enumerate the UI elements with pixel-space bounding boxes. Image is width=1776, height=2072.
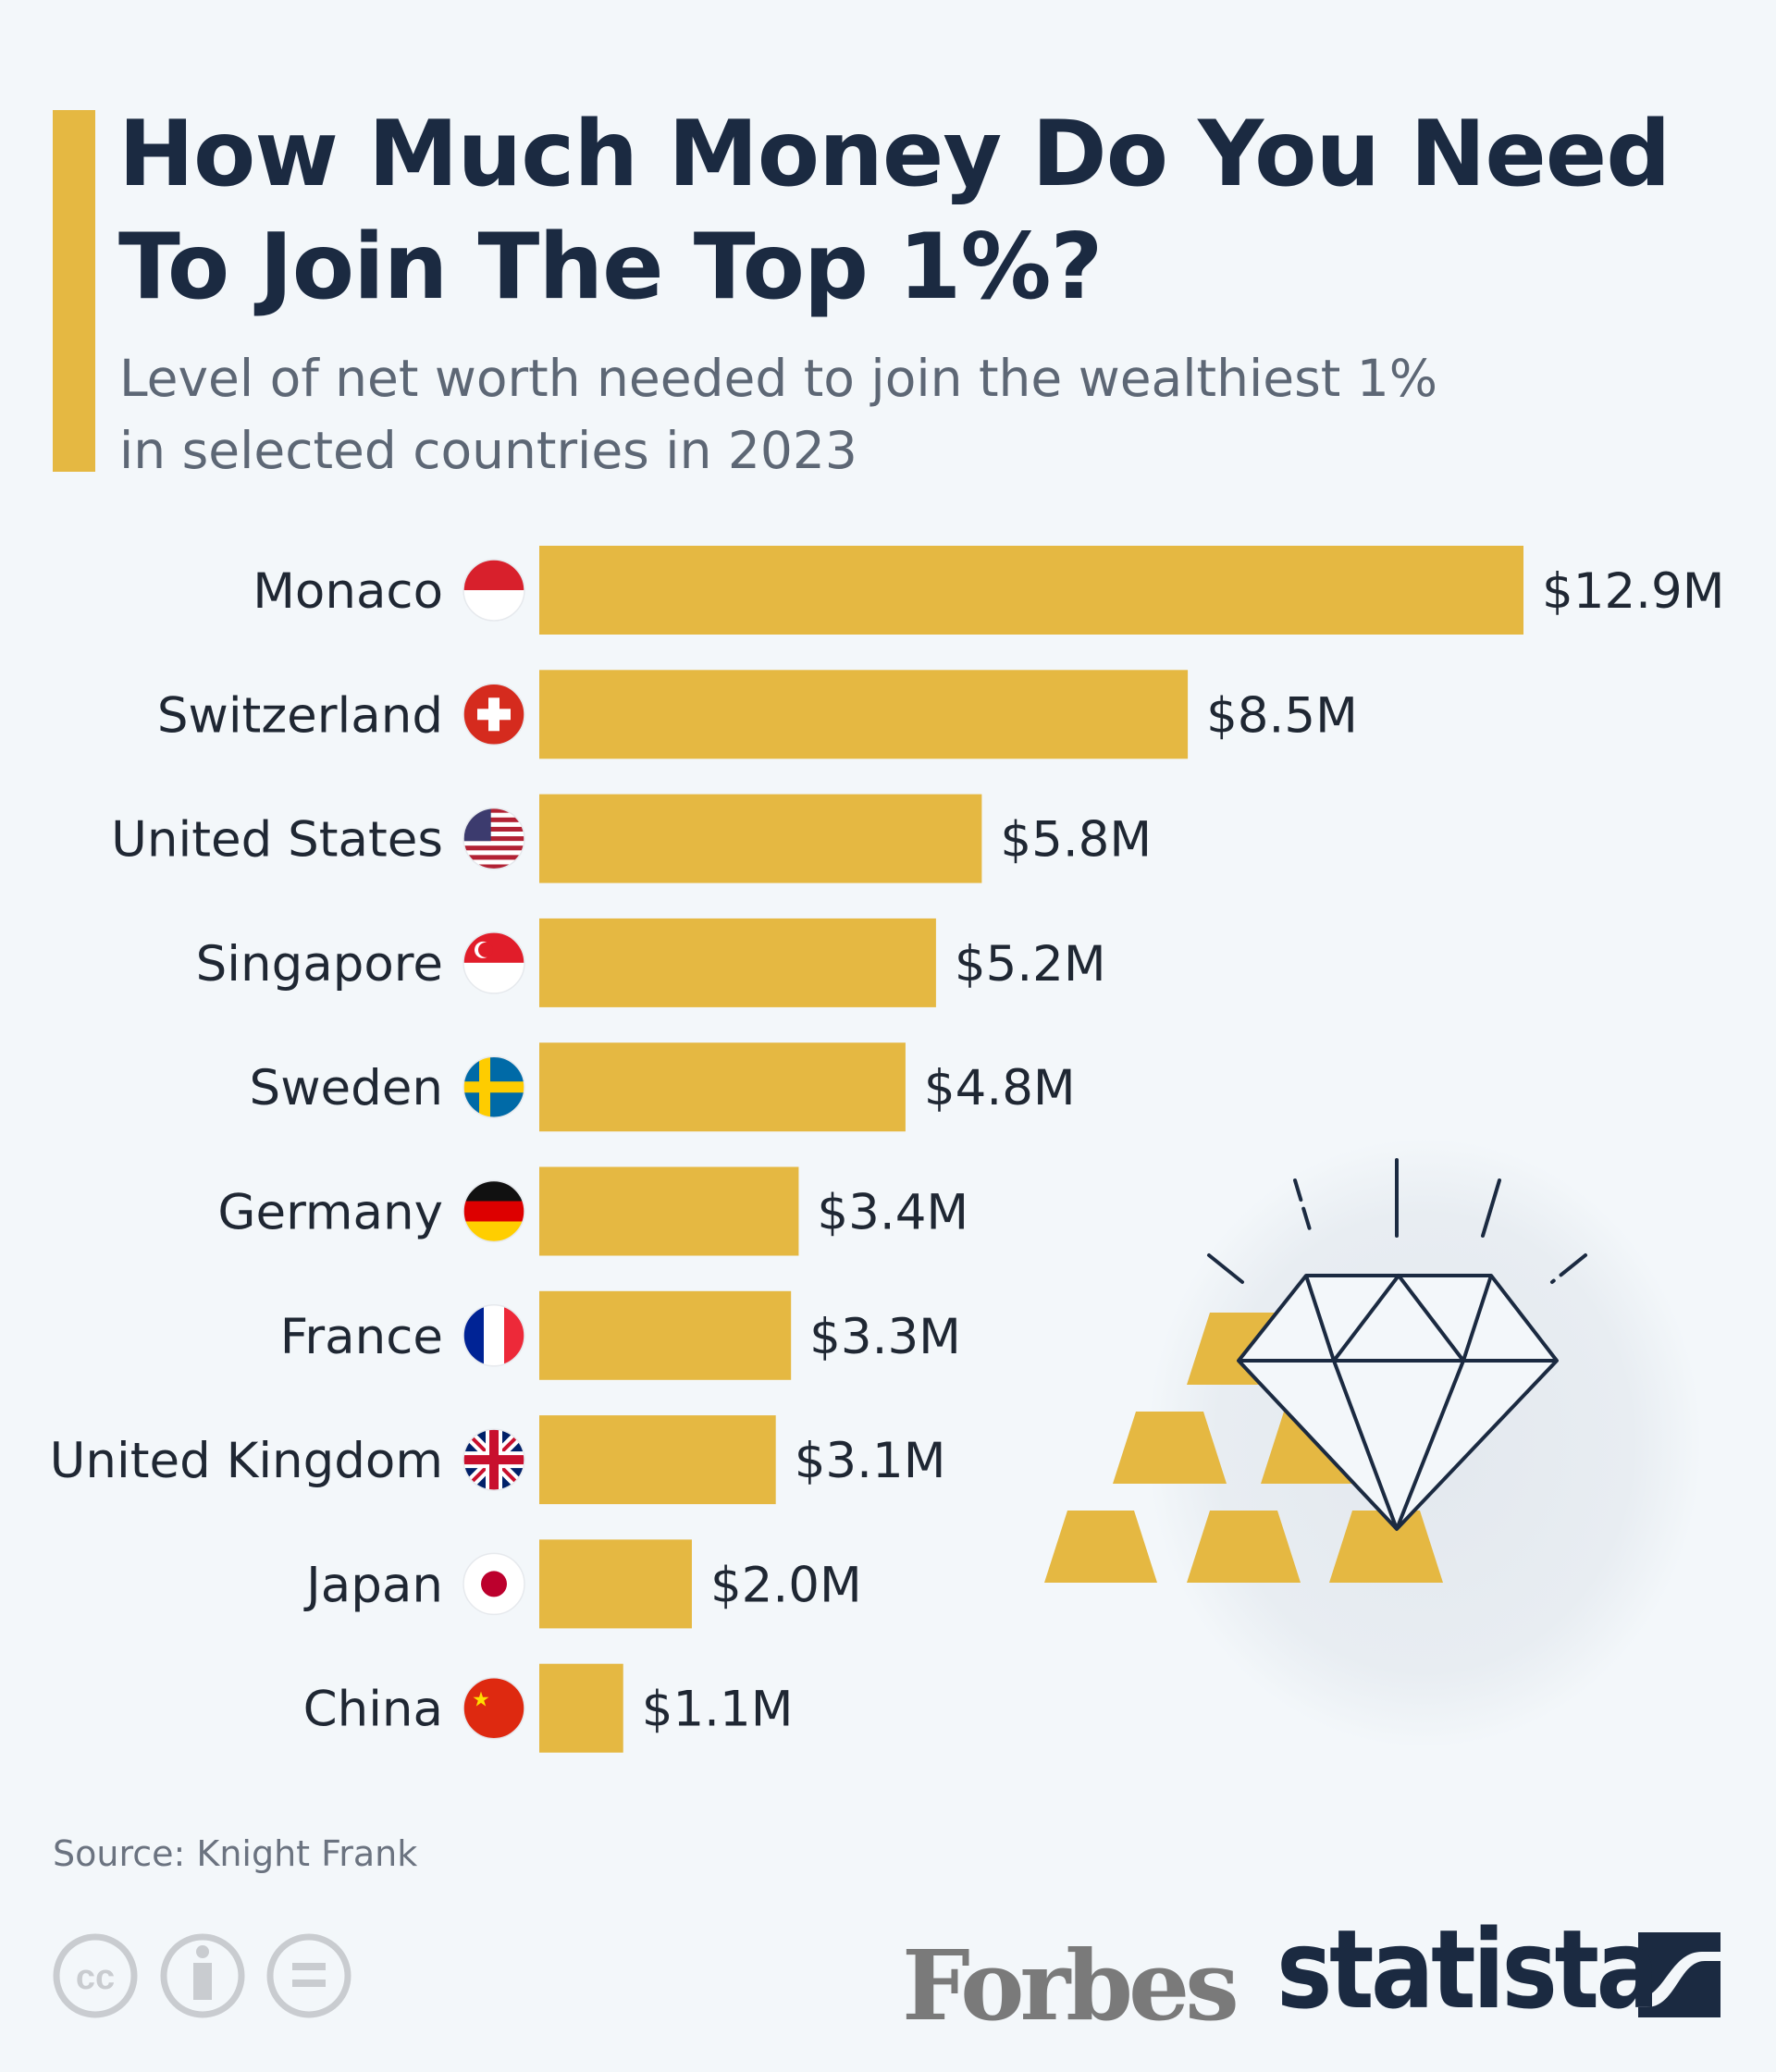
subtitle-line: in selected countries in 2023 — [119, 421, 857, 480]
statista-logo: statista — [1276, 1906, 1659, 2033]
bar-row: Germany $3.4M — [217, 1166, 968, 1256]
category-label: United States — [111, 812, 443, 869]
united-kingdom-flag-icon — [463, 1429, 524, 1491]
category-label: China — [303, 1682, 443, 1738]
forbes-logo: Forbes — [902, 1929, 1240, 2042]
category-label: Japan — [303, 1557, 443, 1613]
bar-row: Switzerland $8.5M — [157, 670, 1358, 759]
source-note: Source: Knight Frank — [53, 1833, 418, 1874]
switzerland-flag-icon — [463, 684, 524, 746]
bar-row: Monaco $12.9M — [253, 546, 1724, 635]
title-line: How Much Money Do You Need — [118, 102, 1671, 207]
category-label: France — [280, 1309, 443, 1365]
bar — [539, 1663, 623, 1753]
bar — [539, 1290, 792, 1380]
japan-flag-icon — [463, 1553, 524, 1615]
data-label: $12.9M — [1542, 563, 1724, 620]
svg-text:★: ★ — [472, 1689, 490, 1712]
france-flag-icon — [463, 1304, 524, 1366]
data-label: $2.0M — [710, 1557, 862, 1613]
bar — [539, 546, 1523, 635]
bar — [539, 1042, 906, 1132]
bar — [539, 794, 982, 883]
title-line: To Join The Top 1%? — [118, 215, 1103, 320]
category-label: United Kingdom — [50, 1433, 443, 1489]
category-label: Switzerland — [157, 687, 443, 744]
data-label: $5.8M — [1000, 812, 1152, 869]
bar-row: Singapore $5.2M — [196, 918, 1106, 1007]
bar-row: Japan $2.0M — [303, 1539, 862, 1629]
category-label: Singapore — [196, 936, 443, 993]
data-label: $4.8M — [924, 1060, 1076, 1116]
data-label: $3.4M — [817, 1185, 968, 1241]
category-label: Germany — [217, 1185, 443, 1241]
bar-row: United Kingdom $3.1M — [50, 1415, 946, 1505]
data-label: $1.1M — [642, 1682, 794, 1738]
sweden-flag-icon — [463, 1056, 524, 1118]
sparkle-rays-icon — [1207, 1158, 1587, 1284]
data-label: $3.3M — [809, 1309, 961, 1365]
data-label: $5.2M — [955, 936, 1106, 993]
china-flag-icon: ★ — [463, 1677, 524, 1739]
diamond-icon — [1237, 1274, 1559, 1531]
category-label: Monaco — [253, 563, 443, 620]
category-label: Sweden — [250, 1060, 443, 1116]
bar-row: France $3.3M — [280, 1290, 961, 1380]
bar — [539, 670, 1189, 759]
chart-subtitle: Level of net worth needed to join the we… — [119, 342, 1437, 487]
germany-flag-icon — [463, 1180, 524, 1242]
data-label: $3.1M — [795, 1433, 946, 1489]
bar — [539, 1415, 776, 1505]
united-states-flag-icon — [463, 808, 524, 870]
bar-row: Sweden $4.8M — [250, 1042, 1076, 1132]
bar — [539, 1539, 692, 1629]
bar-row: China ★ $1.1M — [303, 1663, 794, 1753]
bar — [539, 1166, 799, 1256]
bar — [539, 918, 936, 1007]
chart-title: How Much Money Do You Need To Join The T… — [118, 98, 1671, 324]
subtitle-line: Level of net worth needed to join the we… — [119, 349, 1438, 408]
data-label: $8.5M — [1206, 687, 1358, 744]
title-accent-bar — [53, 110, 95, 472]
bar-row: United States $5.8M — [111, 794, 1152, 883]
